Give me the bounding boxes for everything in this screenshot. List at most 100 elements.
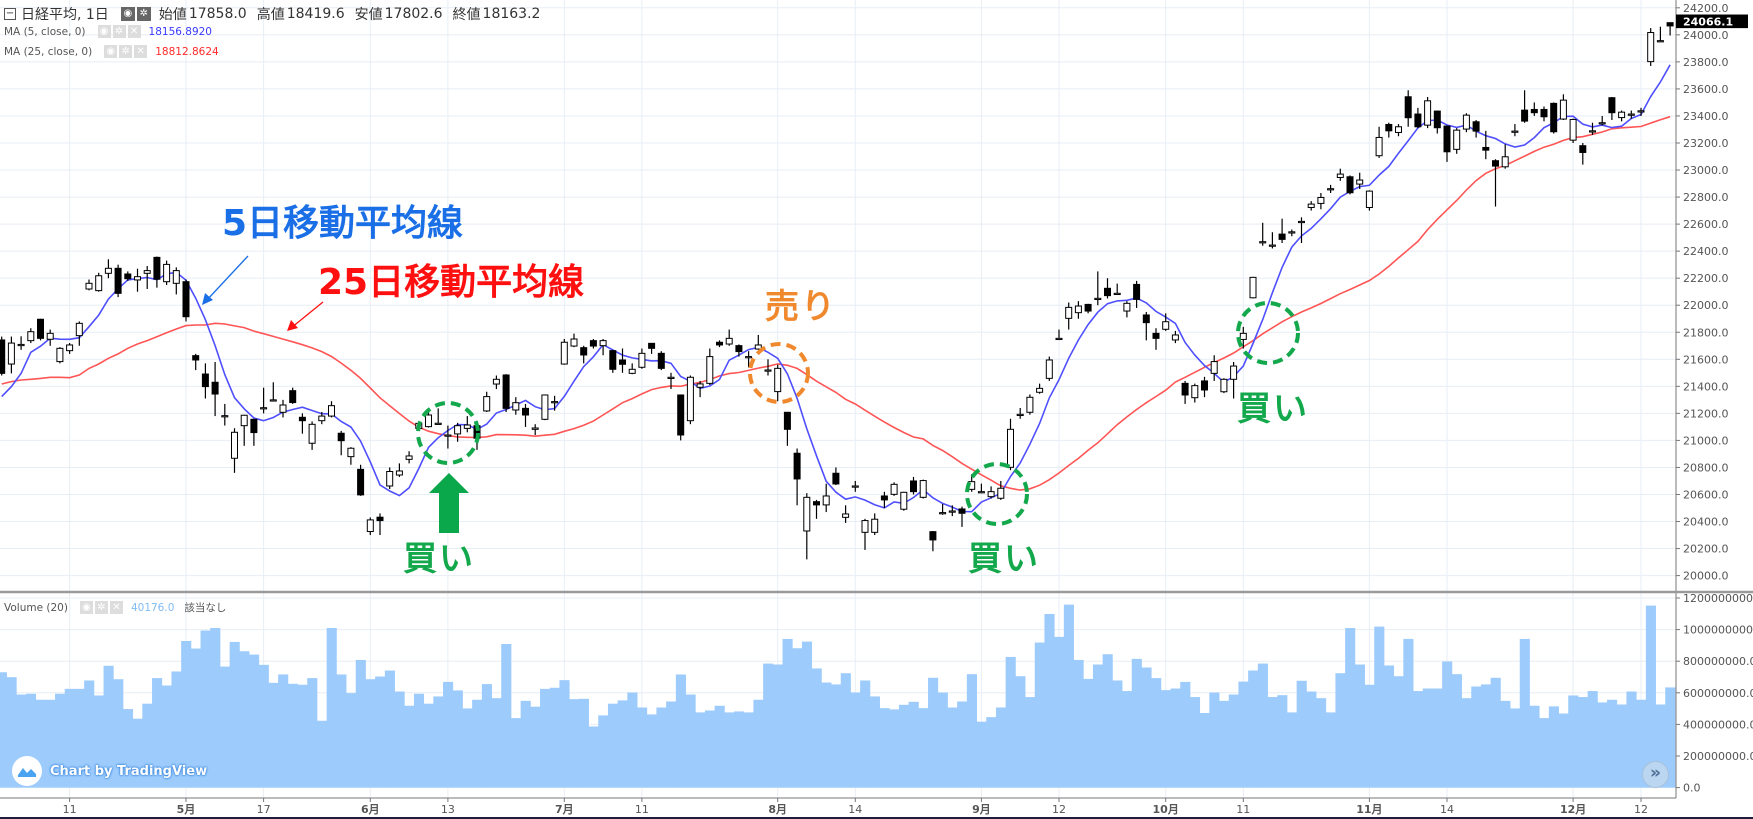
candle[interactable] xyxy=(405,451,413,464)
candle[interactable] xyxy=(667,372,675,390)
candle[interactable] xyxy=(997,480,1005,500)
candle[interactable] xyxy=(1346,175,1354,195)
candle[interactable] xyxy=(1094,271,1102,306)
candle[interactable] xyxy=(153,256,161,288)
candle[interactable] xyxy=(260,387,268,414)
candle[interactable] xyxy=(1472,120,1480,138)
gear-icon[interactable]: ✲ xyxy=(119,45,133,58)
candle[interactable] xyxy=(463,416,471,433)
candle[interactable] xyxy=(677,394,685,441)
candle[interactable] xyxy=(948,505,956,517)
candle[interactable] xyxy=(1559,94,1567,121)
candle[interactable] xyxy=(231,428,238,473)
candle[interactable] xyxy=(366,517,374,536)
gear-icon[interactable]: ✲ xyxy=(94,601,108,614)
candle[interactable] xyxy=(1084,303,1092,314)
candle[interactable] xyxy=(686,375,694,425)
candle[interactable] xyxy=(560,339,568,365)
minus-square-icon[interactable]: − xyxy=(4,8,16,20)
candle[interactable] xyxy=(1210,355,1218,381)
candle[interactable] xyxy=(454,422,462,442)
candle[interactable] xyxy=(803,493,811,560)
candle[interactable] xyxy=(871,513,879,536)
candle[interactable] xyxy=(56,347,64,364)
candle[interactable] xyxy=(764,359,772,376)
candle[interactable] xyxy=(192,353,200,371)
candle[interactable] xyxy=(1307,201,1315,211)
candle[interactable] xyxy=(1104,278,1111,299)
candle[interactable] xyxy=(900,491,908,511)
candle[interactable] xyxy=(851,480,859,492)
candle[interactable] xyxy=(880,491,888,509)
candle[interactable] xyxy=(580,345,588,364)
candle[interactable] xyxy=(279,399,287,418)
candle[interactable] xyxy=(1521,90,1529,123)
candle[interactable] xyxy=(589,339,597,349)
candle[interactable] xyxy=(910,476,917,495)
candle[interactable] xyxy=(619,348,626,373)
candle[interactable] xyxy=(939,503,947,515)
candle[interactable] xyxy=(1637,107,1645,116)
candle[interactable] xyxy=(1007,418,1014,471)
candle[interactable] xyxy=(492,375,500,390)
candle[interactable] xyxy=(1016,407,1024,419)
candle[interactable] xyxy=(861,518,869,550)
candle[interactable] xyxy=(696,380,704,398)
candle[interactable] xyxy=(163,260,171,285)
candle[interactable] xyxy=(745,351,753,368)
candle[interactable] xyxy=(541,394,549,421)
candle[interactable] xyxy=(1123,301,1131,318)
candle[interactable] xyxy=(1036,383,1044,394)
candle[interactable] xyxy=(1530,102,1538,116)
candle[interactable] xyxy=(706,348,714,385)
candle[interactable] xyxy=(1181,380,1189,404)
candle[interactable] xyxy=(134,268,141,292)
candle[interactable] xyxy=(1492,159,1499,207)
candle[interactable] xyxy=(628,363,636,375)
candle[interactable] xyxy=(1647,28,1655,66)
candle[interactable] xyxy=(328,401,335,418)
candle[interactable] xyxy=(531,424,539,436)
candle[interactable] xyxy=(512,397,520,415)
candle[interactable] xyxy=(114,264,122,298)
candle[interactable] xyxy=(551,395,559,411)
candle[interactable] xyxy=(1443,125,1451,162)
candle[interactable] xyxy=(347,447,355,465)
candle[interactable] xyxy=(143,266,151,289)
gear-icon[interactable]: ✲ xyxy=(136,7,151,21)
candle[interactable] xyxy=(1511,124,1519,137)
candle[interactable] xyxy=(648,342,656,354)
candle[interactable] xyxy=(298,413,306,434)
candle[interactable] xyxy=(182,279,190,322)
candle[interactable] xyxy=(104,259,112,279)
candle[interactable] xyxy=(221,403,229,426)
candle[interactable] xyxy=(502,374,510,413)
candle[interactable] xyxy=(46,329,54,346)
candle[interactable] xyxy=(1259,222,1267,246)
candle[interactable] xyxy=(357,464,365,496)
candle[interactable] xyxy=(638,348,646,369)
candle[interactable] xyxy=(1453,128,1461,154)
candle[interactable] xyxy=(1666,22,1674,36)
candle[interactable] xyxy=(1569,118,1577,143)
candle[interactable] xyxy=(1627,110,1635,119)
candle[interactable] xyxy=(376,513,384,536)
candle[interactable] xyxy=(1055,329,1063,341)
candle[interactable] xyxy=(735,344,743,357)
candle[interactable] xyxy=(1385,122,1393,138)
close-icon[interactable]: ✕ xyxy=(127,25,141,38)
candle[interactable] xyxy=(793,448,801,506)
candle[interactable] xyxy=(1598,115,1606,126)
candle[interactable] xyxy=(172,267,180,295)
candle[interactable] xyxy=(1589,122,1596,135)
scroll-to-latest-button[interactable]: » xyxy=(1642,761,1669,788)
candle[interactable] xyxy=(85,279,93,291)
candle[interactable] xyxy=(7,336,15,374)
candle[interactable] xyxy=(1278,218,1286,244)
candle[interactable] xyxy=(1249,276,1257,299)
candle[interactable] xyxy=(1074,301,1082,319)
candle[interactable] xyxy=(987,486,995,499)
candle[interactable] xyxy=(1540,106,1548,122)
candle[interactable] xyxy=(1336,168,1344,181)
tradingview-branding[interactable]: Chart by TradingView xyxy=(12,756,207,786)
